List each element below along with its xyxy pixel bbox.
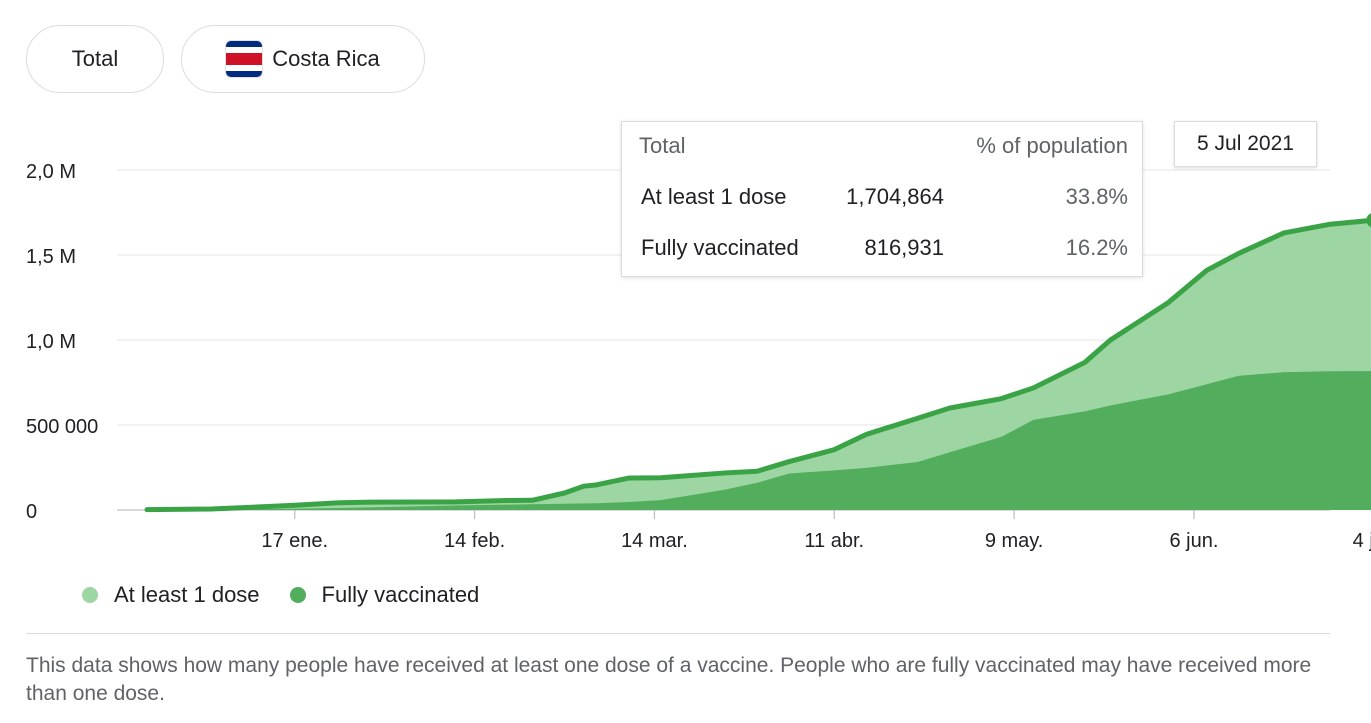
x-tick-label: 6 jun.	[1169, 530, 1218, 552]
flag-stripe	[226, 41, 263, 47]
flag-stripe	[226, 71, 263, 77]
legend-label-first-dose: At least 1 dose	[114, 582, 260, 607]
tooltip-row-fully-value: 816,931	[864, 235, 944, 260]
total-filter-chip[interactable]: Total	[26, 25, 164, 93]
tooltip-row-first-dose-label: At least 1 dose	[641, 184, 787, 209]
chart-legend: At least 1 dose Fully vaccinated	[82, 582, 509, 608]
y-tick-label: 1,5 M	[26, 246, 76, 268]
tooltip-row-first-dose-percent: 33.8%	[1065, 184, 1128, 209]
x-tick-label: 4 jul.	[1353, 530, 1371, 552]
flag-stripe	[226, 65, 263, 71]
tooltip-row-first-dose-value: 1,704,864	[846, 184, 944, 209]
tooltip-header-right: % of population	[976, 133, 1128, 158]
hover-point	[1366, 213, 1371, 228]
x-tick-label: 14 feb.	[444, 530, 505, 552]
costa-rica-flag-icon	[226, 41, 263, 77]
x-tick-label: 14 mar.	[621, 530, 688, 552]
hover-date-badge: 5 Jul 2021	[1174, 121, 1317, 167]
series-area-fully-vaccinated	[147, 371, 1371, 510]
series-line-first-dose	[144, 217, 1371, 513]
y-tick-label: 2,0 M	[26, 161, 76, 183]
total-filter-label: Total	[71, 46, 119, 71]
x-tick-label: 11 abr.	[804, 530, 864, 552]
tooltip-header-left: Total	[639, 133, 686, 158]
tooltip-row-fully-percent: 16.2%	[1065, 235, 1128, 260]
footnote-text: This data shows how many people have rec…	[26, 654, 1312, 705]
y-tick-label: 0	[26, 501, 37, 523]
legend-dot-fully-vaccinated	[289, 587, 306, 603]
divider	[26, 633, 1330, 634]
legend-label-fully-vaccinated: Fully vaccinated	[321, 582, 480, 607]
country-filter-chip[interactable]: Costa Rica	[181, 25, 425, 93]
data-tooltip: Total % of population At least 1 dose 1,…	[621, 121, 1143, 277]
y-tick-label: 500 000	[26, 416, 98, 438]
country-filter-label: Costa Rica	[272, 46, 380, 71]
legend-item-fully-vaccinated[interactable]: Fully vaccinated	[289, 582, 480, 608]
legend-dot-first-dose	[82, 587, 98, 603]
flag-stripe	[226, 47, 263, 53]
tooltip-row-fully-label: Fully vaccinated	[641, 235, 799, 260]
y-tick-label: 1,0 M	[26, 331, 76, 353]
x-tick-label: 17 ene.	[261, 530, 328, 552]
x-tick-label: 9 may.	[985, 530, 1044, 552]
flag-stripe	[226, 53, 263, 65]
vaccination-area-chart[interactable]: 0 500 000 1,0 M 1,5 M 2,0 M 17 ene. 14 feb. 14 …	[0, 0, 1371, 580]
legend-item-first-dose[interactable]: At least 1 dose	[82, 582, 260, 608]
